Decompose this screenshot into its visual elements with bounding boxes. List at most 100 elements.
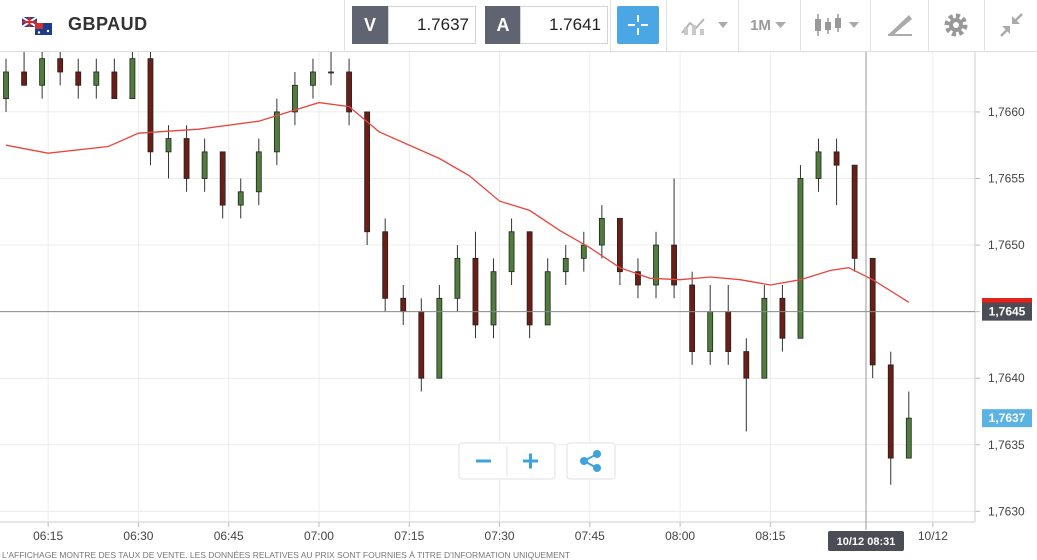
ask-price: 1.7641 xyxy=(520,6,608,44)
candle-body xyxy=(292,84,298,113)
candle-body xyxy=(129,58,136,100)
candle-body xyxy=(219,151,226,206)
draw-tool-button[interactable] xyxy=(876,6,924,44)
candle-body xyxy=(165,138,172,153)
share-box xyxy=(566,442,616,480)
separator xyxy=(928,0,929,52)
candle-body xyxy=(75,71,82,86)
candle-body xyxy=(617,218,623,273)
candle-body xyxy=(779,297,786,339)
last-price-tag xyxy=(982,409,1032,428)
candle-body xyxy=(310,71,316,86)
candle-body xyxy=(905,417,912,459)
candle-body xyxy=(57,58,64,73)
crosshair-button[interactable] xyxy=(617,6,659,44)
chart-style-button[interactable] xyxy=(676,6,736,44)
chart-style-icon xyxy=(681,18,728,35)
last-price-label: 1,7637 xyxy=(989,411,1026,425)
x-tick-label: 07:45 xyxy=(575,529,605,543)
price-tags: 1,7645 1,7637 xyxy=(0,302,1032,428)
x-tick-label: 10/12 xyxy=(918,529,948,543)
candle-body xyxy=(183,138,190,179)
timeframe-button[interactable]: 1M xyxy=(744,6,794,44)
share-button[interactable] xyxy=(580,450,601,472)
candle-body xyxy=(725,311,732,352)
zoom-controls xyxy=(458,442,616,480)
candle-body xyxy=(743,351,750,379)
crosshair-icon xyxy=(628,15,648,35)
candle-body xyxy=(689,284,696,352)
x-tick-label: 07:30 xyxy=(485,529,515,543)
candle-body xyxy=(328,71,334,74)
candle-body xyxy=(39,58,46,86)
x-tick-label: 06:15 xyxy=(33,529,63,543)
draw-tool-icon xyxy=(888,15,912,36)
x-tick-label: 07:00 xyxy=(304,529,334,543)
settings-button[interactable] xyxy=(934,6,978,44)
symbol: GBPAUD xyxy=(68,14,148,34)
candle-body xyxy=(598,218,605,246)
y-tick-label: 1,7635 xyxy=(988,438,1025,452)
y-tick-label: 1,7630 xyxy=(988,504,1025,518)
x-tick-label: 07:15 xyxy=(394,529,424,543)
zoom-in-button[interactable] xyxy=(523,453,538,469)
separator xyxy=(738,0,739,52)
candle-body xyxy=(851,164,858,259)
x-tick-label: 08:15 xyxy=(755,529,785,543)
overlay xyxy=(5,101,910,303)
separator xyxy=(984,0,985,52)
x-tick-label: 06:30 xyxy=(123,529,153,543)
y-tick-label: 1,7650 xyxy=(988,238,1025,252)
candle-body xyxy=(797,178,804,339)
candle-body xyxy=(887,364,894,459)
candle-body xyxy=(833,151,840,166)
candle-icon xyxy=(815,14,859,36)
crosshair-time-tag xyxy=(828,531,904,551)
timeframe: 1M xyxy=(750,16,771,34)
caret xyxy=(774,22,786,28)
crosshair-price-label: 1,7645 xyxy=(989,305,1026,319)
separator xyxy=(870,0,871,52)
candle-body xyxy=(201,151,208,179)
candle-body xyxy=(635,271,641,286)
crosshair-price-tag xyxy=(982,302,1032,321)
disclaimer: L'AFFICHAGE MONTRE DES TAUX DE VENTE. LE… xyxy=(2,550,570,560)
separator xyxy=(610,0,611,52)
separator xyxy=(344,0,345,52)
candle-body xyxy=(382,231,389,299)
settings-icon xyxy=(944,13,968,37)
collapse-button[interactable] xyxy=(990,6,1032,44)
y-tick-label: 1,7660 xyxy=(988,105,1025,119)
crosshair-time-label: 10/12 08:31 xyxy=(837,536,896,548)
separator xyxy=(800,0,801,52)
candle-body xyxy=(147,58,154,153)
candle-body xyxy=(418,311,425,379)
candle-body xyxy=(526,231,533,326)
candle-body xyxy=(815,151,822,179)
candle-body xyxy=(472,257,479,326)
grid: 1,7630 1,7635 1,7640 1,7645 1,7650 1,7655 1,76… xyxy=(0,52,1025,543)
candle-type-button[interactable] xyxy=(808,6,866,44)
candle-body xyxy=(707,311,714,352)
collapse-icon xyxy=(1000,13,1023,37)
candle-body xyxy=(454,257,461,299)
candle-body xyxy=(580,244,587,259)
candle-body xyxy=(562,257,569,273)
candle-body xyxy=(508,231,515,273)
ask-tag: A xyxy=(485,6,521,44)
candle-body xyxy=(364,111,371,233)
y-tick-label: 1,7655 xyxy=(988,171,1025,185)
candle-body xyxy=(237,191,244,206)
candle-body xyxy=(346,71,352,113)
candle-body xyxy=(761,297,768,379)
y-tick-label: 1,7640 xyxy=(988,371,1025,385)
candle-body xyxy=(111,71,118,100)
bid-price: 1.7637 xyxy=(388,6,476,44)
candle-body xyxy=(653,244,659,286)
candle-body xyxy=(671,244,677,286)
candle-body xyxy=(544,271,551,326)
candle-body xyxy=(93,71,100,86)
candle-body xyxy=(400,297,407,313)
moving-average xyxy=(5,101,910,303)
